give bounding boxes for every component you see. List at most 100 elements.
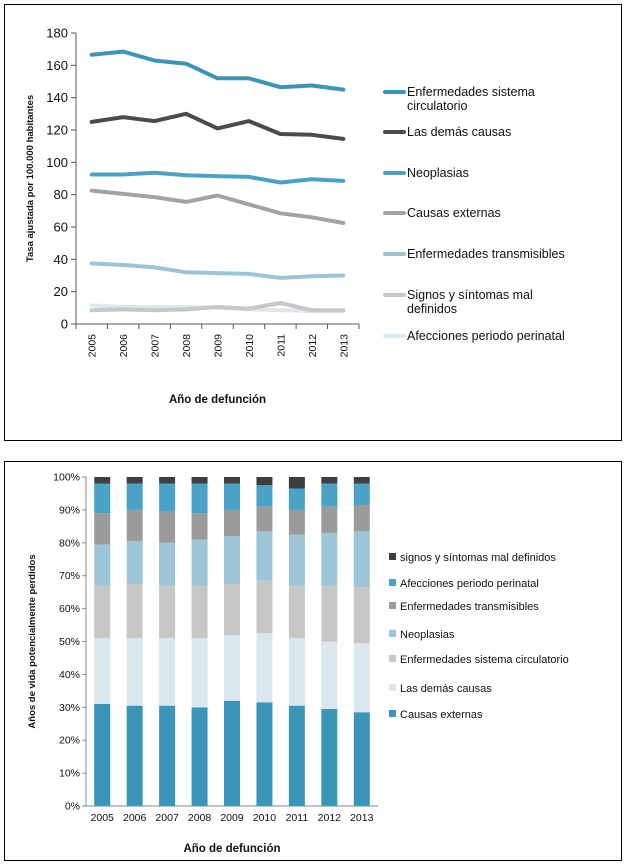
legend-label: Las demás causas: [400, 683, 492, 695]
x-tick-label: 2013: [350, 812, 374, 824]
bar-segment: [256, 702, 273, 806]
bar-segment: [321, 477, 338, 484]
bar-segment: [256, 506, 273, 532]
y-tick-label: 50%: [59, 636, 80, 648]
legend-label: circulatorio: [407, 99, 467, 113]
legend-label: Causas externas: [407, 206, 501, 220]
x-tick-label: 2013: [338, 334, 350, 358]
bar-segment: [191, 539, 208, 586]
y-tick-label: 20%: [59, 735, 80, 747]
x-tick-label: 2010: [244, 334, 256, 358]
y-axis-label: Tasa ajustada por 100.000 habitantes: [25, 95, 36, 262]
bar-segment: [191, 477, 208, 484]
bar-segment: [191, 638, 208, 708]
bar-segment: [224, 583, 240, 635]
bar-segment: [159, 638, 176, 706]
x-axis-label: Año de defunción: [183, 843, 280, 855]
bar-segment: [191, 483, 208, 514]
bar-segment: [321, 708, 338, 806]
bar-segment: [126, 509, 143, 542]
legend-label: Signos y síntomas mal: [407, 288, 533, 302]
series-line: [89, 188, 346, 225]
bar-segment: [94, 483, 111, 514]
bar-segment: [288, 534, 305, 586]
legend-swatch: [389, 579, 396, 586]
bar-segment: [256, 485, 273, 507]
bar-segment: [126, 705, 143, 806]
y-tick-label: 100%: [53, 472, 80, 484]
x-tick-label: 2005: [87, 334, 99, 358]
bar-segment: [191, 513, 208, 540]
series-line: [89, 49, 346, 92]
y-tick-label: 180: [46, 26, 68, 41]
bar-segment: [94, 513, 111, 545]
series-line: [89, 170, 346, 185]
y-tick-label: 60: [54, 220, 68, 235]
x-tick-label: 2009: [213, 334, 225, 358]
bar-segment: [288, 585, 305, 639]
y-tick-label: 40%: [59, 669, 80, 681]
bar-segment: [353, 477, 370, 484]
stacked-bar-chart: 0% 10% 20% 30% 40% 50% 60% 70% 80% 90% 100% 2005 200…: [27, 472, 569, 856]
bar-segment: [224, 634, 240, 701]
bar-segment: [224, 700, 240, 806]
bar-segment: [94, 544, 111, 586]
bar-segment: [159, 542, 176, 586]
bar-segment: [126, 638, 143, 706]
x-tick-label: 2007: [150, 334, 162, 358]
bar-segment: [159, 585, 176, 639]
x-tick-label: 2009: [220, 812, 244, 824]
legend-label: signos y síntomas mal definidos: [400, 552, 556, 564]
y-tick-label: 70%: [59, 570, 80, 582]
series-line: [89, 301, 346, 313]
bar-segment: [288, 488, 305, 510]
bar-segment: [321, 506, 338, 533]
x-tick-label: 2011: [286, 812, 309, 824]
bar-segment: [159, 511, 176, 543]
bar-segment: [94, 704, 111, 806]
bar-segment: [353, 712, 370, 806]
y-tick-label: 120: [46, 123, 68, 138]
legend-swatch: [389, 710, 396, 717]
bar-segment: [256, 477, 273, 486]
bar-segment: [288, 705, 305, 806]
legend-label: Neoplasias: [407, 166, 469, 180]
x-tick-label: 2005: [91, 812, 115, 824]
y-tick-label: 80%: [59, 537, 80, 549]
legend-label: definidos: [407, 302, 457, 316]
y-tick-label: 60%: [59, 603, 80, 615]
legend-swatch: [389, 684, 396, 691]
bar-segment: [321, 483, 338, 507]
bar-segment: [256, 633, 273, 703]
x-tick-label: 2006: [123, 812, 147, 824]
bar-segment: [224, 483, 240, 510]
bar-segment: [353, 643, 370, 713]
y-tick-label: 0%: [65, 801, 80, 813]
bar-segment: [353, 531, 370, 588]
y-axis-label: Años de vida potencialmente perdidos: [27, 554, 38, 728]
x-tick-label: 2011: [275, 334, 287, 357]
legend-label: Enfermedades transmisibles: [400, 601, 539, 613]
bar-segment: [321, 641, 338, 709]
legend-label: Causas externas: [400, 709, 483, 721]
y-tick-label: 30%: [59, 702, 80, 714]
x-tick-label: 2010: [253, 812, 277, 824]
legend-label: Neoplasias: [400, 629, 455, 641]
legend-swatch: [389, 602, 396, 609]
line-chart: 0 20 40 60 80 100 120 140 160 180 2005 2006 2007 2008…: [25, 26, 565, 407]
y-tick-label: 80: [54, 187, 68, 202]
bar-segment: [321, 532, 338, 586]
series-line: [89, 111, 346, 141]
bar-segment: [191, 707, 208, 806]
legend-swatch: [389, 630, 396, 637]
x-axis-label: Año de defunción: [169, 394, 266, 406]
bar-segment: [159, 483, 176, 512]
bar-segment: [94, 585, 111, 639]
line-chart-panel: 0 20 40 60 80 100 120 140 160 180 2005 2006 2007 2008…: [4, 4, 622, 441]
bar-segment: [126, 541, 143, 584]
legend-label: Las demás causas: [407, 125, 511, 139]
legend-label: Enfermedades sistema circulatorio: [400, 654, 569, 666]
legend-label: Enfermedades sistema: [407, 85, 535, 99]
bar-segment: [94, 638, 111, 705]
legend-swatch: [389, 553, 396, 560]
